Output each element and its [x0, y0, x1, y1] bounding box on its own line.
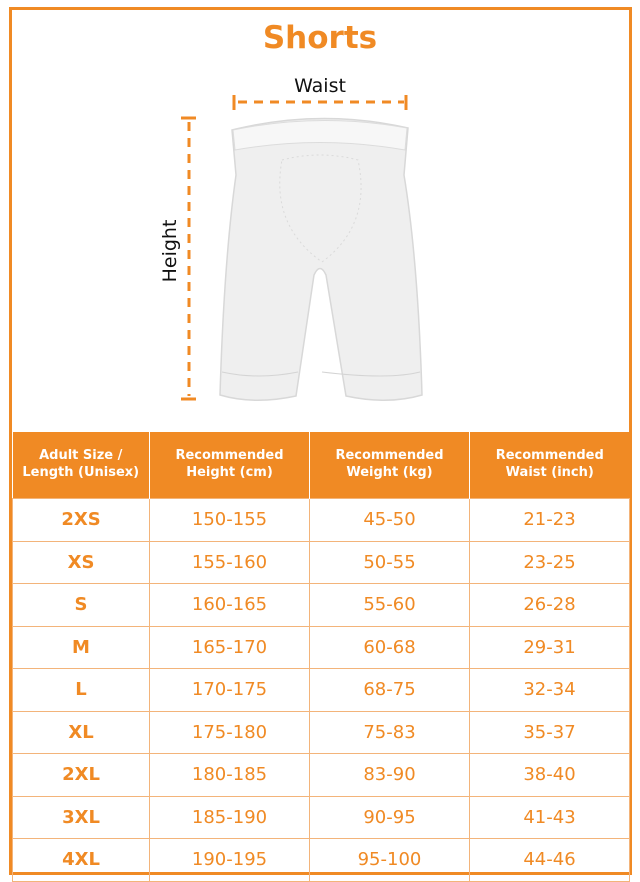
table-row: 2XS 150-155 45-50 21-23	[12, 498, 630, 542]
height-cell: 185-190	[149, 795, 310, 839]
table-row: XL 175-180 75-83 35-37	[12, 710, 630, 754]
waist-cell: 29-31	[469, 625, 630, 669]
size-cell: S	[12, 583, 150, 627]
size-cell: 3XL	[12, 795, 150, 839]
table-row: M 165-170 60-68 29-31	[12, 625, 630, 669]
weight-cell: 75-83	[309, 710, 470, 754]
waist-cell: 21-23	[469, 498, 630, 542]
waist-cell: 41-43	[469, 795, 630, 839]
header-height: Recommended Height (cm)	[149, 432, 310, 499]
weight-cell: 95-100	[309, 838, 470, 882]
waist-cell: 32-34	[469, 668, 630, 712]
weight-cell: 50-55	[309, 540, 470, 584]
size-cell: 4XL	[12, 838, 150, 882]
weight-cell: 83-90	[309, 753, 470, 797]
height-measure-line	[181, 116, 196, 401]
table-row: XS 155-160 50-55 23-25	[12, 540, 630, 584]
height-cell: 160-165	[149, 583, 310, 627]
waist-label: Waist	[294, 75, 346, 97]
waist-cell: 35-37	[469, 710, 630, 754]
waist-measure-line	[232, 95, 408, 110]
shorts-illustration	[181, 95, 423, 401]
height-cell: 190-195	[149, 838, 310, 882]
height-cell: 150-155	[149, 498, 310, 542]
weight-cell: 60-68	[309, 625, 470, 669]
waist-cell: 38-40	[469, 753, 630, 797]
size-cell: XL	[12, 710, 150, 754]
height-cell: 175-180	[149, 710, 310, 754]
size-table: Adult Size / Length (Unisex) Recommended…	[12, 432, 630, 882]
table-row: 3XL 185-190 90-95 41-43	[12, 795, 630, 839]
page-title: Shorts	[262, 20, 378, 56]
size-cell: L	[12, 668, 150, 712]
height-cell: 165-170	[149, 625, 310, 669]
shorts-garment	[219, 117, 423, 401]
table-row: L 170-175 68-75 32-34	[12, 668, 630, 712]
header-size: Adult Size / Length (Unisex)	[12, 432, 150, 499]
size-cell: 2XL	[12, 753, 150, 797]
height-label: Height	[159, 219, 181, 283]
size-cell: M	[12, 625, 150, 669]
weight-cell: 90-95	[309, 795, 470, 839]
weight-cell: 45-50	[309, 498, 470, 542]
size-cell: XS	[12, 540, 150, 584]
table-header-row: Adult Size / Length (Unisex) Recommended…	[12, 432, 630, 499]
header-weight: Recommended Weight (kg)	[309, 432, 470, 499]
waist-cell: 26-28	[469, 583, 630, 627]
table-row: S 160-165 55-60 26-28	[12, 583, 630, 627]
size-cell: 2XS	[12, 498, 150, 542]
weight-cell: 55-60	[309, 583, 470, 627]
table-row: 4XL 190-195 95-100 44-46	[12, 838, 630, 882]
waist-cell: 23-25	[469, 540, 630, 584]
header-waist: Recommended Waist (inch)	[469, 432, 630, 499]
height-cell: 170-175	[149, 668, 310, 712]
weight-cell: 68-75	[309, 668, 470, 712]
table-row: 2XL 180-185 83-90 38-40	[12, 753, 630, 797]
height-cell: 180-185	[149, 753, 310, 797]
height-cell: 155-160	[149, 540, 310, 584]
waist-cell: 44-46	[469, 838, 630, 882]
